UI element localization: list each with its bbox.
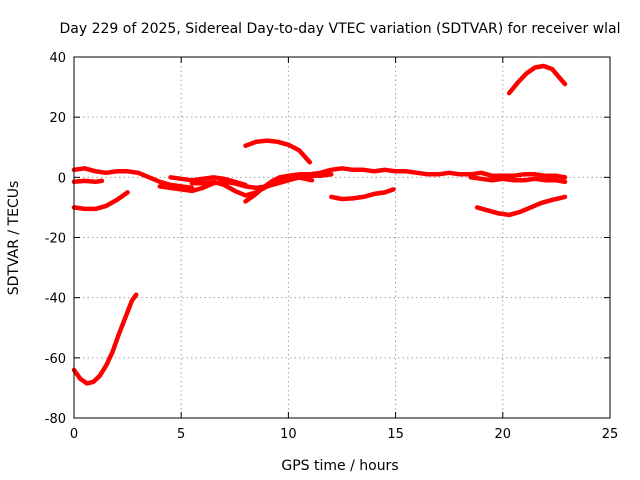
series-arc-11 (468, 175, 568, 185)
axis-ticks: 0 5 10 15 20 25 -80 -60 -40 -20 0 20 40 (45, 51, 619, 442)
chart-title: Day 229 of 2025, Sidereal Day-to-day VTE… (59, 21, 620, 37)
x-axis-label: GPS time / hours (281, 458, 398, 474)
y-tick-label: -60 (45, 352, 66, 367)
series-arc-2 (71, 190, 130, 212)
series-arc-1 (71, 292, 139, 386)
y-tick-label: -40 (45, 292, 66, 307)
y-tick-label: -20 (45, 232, 66, 247)
y-tick-label: -80 (45, 412, 66, 427)
x-tick-label: 20 (495, 427, 512, 442)
series-arc-13 (474, 194, 568, 218)
x-tick-label: 15 (387, 427, 404, 442)
y-tick-label: 0 (58, 171, 66, 186)
series-arc-4 (71, 166, 195, 191)
series-layer (71, 63, 568, 386)
grid (74, 57, 610, 418)
x-tick-label: 0 (70, 427, 78, 442)
x-tick-label: 5 (177, 427, 185, 442)
y-tick-label: 40 (49, 51, 66, 66)
series-arc-3 (71, 178, 105, 185)
series-arc-14 (506, 63, 568, 96)
series-arc-6 (168, 175, 248, 188)
y-tick-label: 20 (49, 111, 66, 126)
series-arc-8 (243, 173, 315, 204)
x-tick-label: 25 (602, 427, 619, 442)
y-axis-label: SDTVAR / TECUs (6, 181, 22, 296)
x-tick-label: 10 (280, 427, 297, 442)
series-arc-12 (329, 187, 396, 202)
series-arc-9 (243, 138, 313, 165)
series-arc-10 (286, 166, 568, 180)
